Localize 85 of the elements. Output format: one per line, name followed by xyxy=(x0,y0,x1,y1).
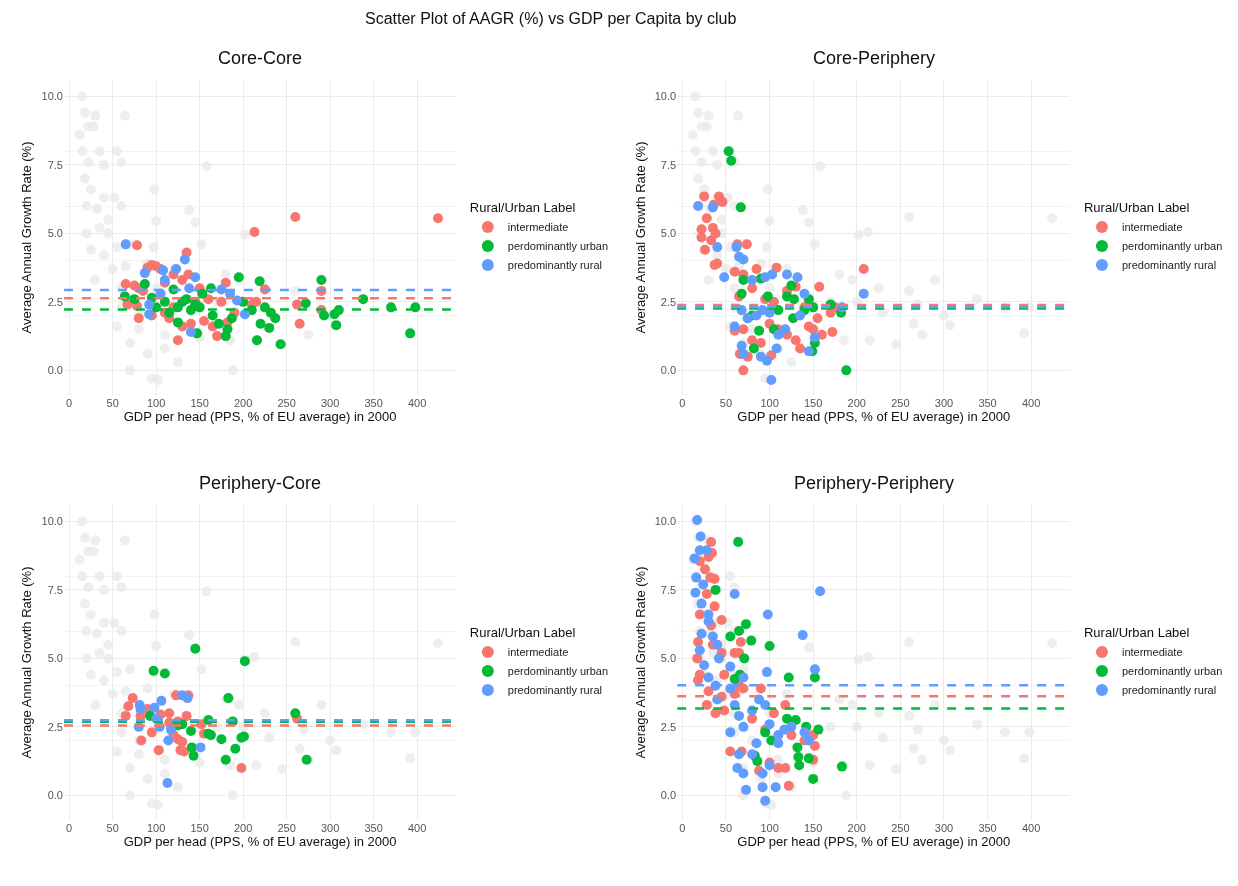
x-axis-title: GDP per head (PPS, % of EU average) in 2000 xyxy=(737,834,1011,849)
y-tick-label: 0.0 xyxy=(47,789,63,802)
y-tick-label: 5.0 xyxy=(660,227,677,240)
x-axis-title: GDP per head (PPS, % of EU average) in 2000 xyxy=(123,834,397,849)
x-tick-label: 150 xyxy=(190,397,209,409)
legend-title: Rural/Urban Label xyxy=(1083,625,1190,641)
legend-title: Rural/Urban Label xyxy=(469,625,576,641)
x-tick-label: 250 xyxy=(891,397,910,409)
x-axis-title: GDP per head (PPS, % of EU average) in 2000 xyxy=(123,409,397,424)
legend-title: Rural/Urban Label xyxy=(469,200,576,216)
y-tick-label: 7.5 xyxy=(47,158,63,171)
x-axis-title: GDP per head (PPS, % of EU average) in 2000 xyxy=(737,409,1011,424)
x-tick-label: 300 xyxy=(934,822,954,834)
x-tick-label: 400 xyxy=(1021,822,1041,834)
x-tick-label: 0 xyxy=(66,397,73,409)
x-tick-label: 50 xyxy=(719,822,733,834)
x-tick-label: 350 xyxy=(364,397,383,409)
legend-label: intermediate xyxy=(507,221,569,234)
x-tick-label: 200 xyxy=(233,822,253,834)
y-tick-label: 10.0 xyxy=(41,90,63,103)
legend-label: intermediate xyxy=(1121,646,1183,659)
legend-label: intermediate xyxy=(1121,221,1183,234)
y-tick-label: 10.0 xyxy=(654,515,677,528)
y-tick-label: 7.5 xyxy=(47,583,63,596)
x-tick-label: 200 xyxy=(847,397,866,409)
x-tick-label: 400 xyxy=(407,822,427,834)
text: Scatter Plot of AAGR (%) vs GDP per Capita by club xyxy=(365,10,737,27)
x-tick-label: 0 xyxy=(679,397,686,409)
x-tick-label: 0 xyxy=(66,822,73,834)
x-tick-label: 100 xyxy=(760,822,779,834)
y-axis-title: Average Annual Growth Rate (%) xyxy=(19,566,35,759)
legend-label: perdominantly urban xyxy=(507,665,609,678)
legend-label: predominantly rural xyxy=(507,684,602,697)
y-tick-label: 2.5 xyxy=(660,720,677,733)
x-tick-label: 150 xyxy=(803,822,823,834)
y-tick-label: 10.0 xyxy=(41,515,63,528)
legend-label: intermediate xyxy=(507,646,569,659)
x-tick-label: 100 xyxy=(760,397,779,409)
x-tick-label: 400 xyxy=(1021,397,1041,409)
x-tick-label: 50 xyxy=(106,822,119,834)
legend-label: predominantly rural xyxy=(1121,684,1217,697)
x-tick-label: 100 xyxy=(146,822,166,834)
x-tick-label: 0 xyxy=(679,822,686,834)
x-tick-label: 350 xyxy=(978,822,997,834)
chart-title: Core-Periphery xyxy=(813,48,936,68)
y-tick-label: 10.0 xyxy=(654,90,677,103)
chart-title: Periphery-Core xyxy=(199,473,322,493)
x-tick-label: 200 xyxy=(233,397,253,409)
y-axis-title: Average Annual Growth Rate (%) xyxy=(632,566,648,759)
y-tick-label: 7.5 xyxy=(660,583,677,596)
x-tick-label: 200 xyxy=(847,822,866,834)
x-tick-label: 250 xyxy=(277,822,296,834)
x-tick-label: 50 xyxy=(106,397,119,409)
chart-title: Periphery-Periphery xyxy=(794,473,955,493)
x-tick-label: 350 xyxy=(978,397,997,409)
legend-label: predominantly rural xyxy=(1121,259,1217,272)
y-tick-label: 5.0 xyxy=(47,227,63,240)
x-tick-label: 50 xyxy=(719,397,733,409)
x-tick-label: 300 xyxy=(320,397,340,409)
x-tick-label: 150 xyxy=(190,822,209,834)
x-tick-label: 150 xyxy=(803,397,823,409)
x-tick-label: 250 xyxy=(277,397,296,409)
y-axis-title: Average Annual Growth Rate (%) xyxy=(632,141,648,334)
legend-label: perdominantly urban xyxy=(507,240,609,253)
legend-label: perdominantly urban xyxy=(1121,240,1223,253)
y-tick-label: 2.5 xyxy=(47,295,63,308)
x-tick-label: 300 xyxy=(320,822,340,834)
chart-title: Core-Core xyxy=(218,48,303,68)
x-tick-label: 300 xyxy=(934,397,954,409)
y-tick-label: 0.0 xyxy=(660,789,677,802)
y-axis-title: Average Annual Growth Rate (%) xyxy=(19,141,35,334)
y-tick-label: 0.0 xyxy=(47,364,63,377)
y-tick-label: 5.0 xyxy=(660,652,677,665)
x-tick-label: 250 xyxy=(891,822,910,834)
x-tick-label: 400 xyxy=(407,397,427,409)
y-tick-label: 0.0 xyxy=(660,364,677,377)
legend-label: perdominantly urban xyxy=(1121,665,1223,678)
y-tick-label: 2.5 xyxy=(660,295,677,308)
x-tick-label: 100 xyxy=(146,397,166,409)
legend-title: Rural/Urban Label xyxy=(1083,200,1190,216)
x-tick-label: 350 xyxy=(364,822,383,834)
legend-label: predominantly rural xyxy=(507,259,602,272)
y-tick-label: 2.5 xyxy=(47,720,63,733)
y-tick-label: 5.0 xyxy=(47,652,63,665)
y-tick-label: 7.5 xyxy=(660,158,677,171)
